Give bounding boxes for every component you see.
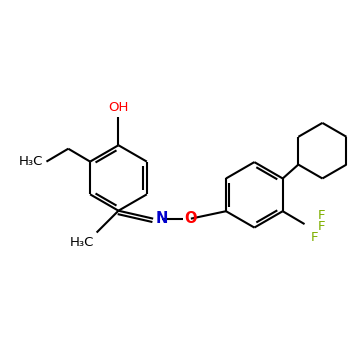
Text: O: O	[184, 211, 196, 226]
Text: F: F	[317, 219, 325, 233]
Text: OH: OH	[108, 102, 129, 114]
Text: H₃C: H₃C	[69, 236, 94, 248]
Text: H₃C: H₃C	[19, 155, 43, 168]
Text: F: F	[317, 209, 325, 222]
Text: N: N	[155, 211, 168, 226]
Text: F: F	[310, 231, 318, 244]
